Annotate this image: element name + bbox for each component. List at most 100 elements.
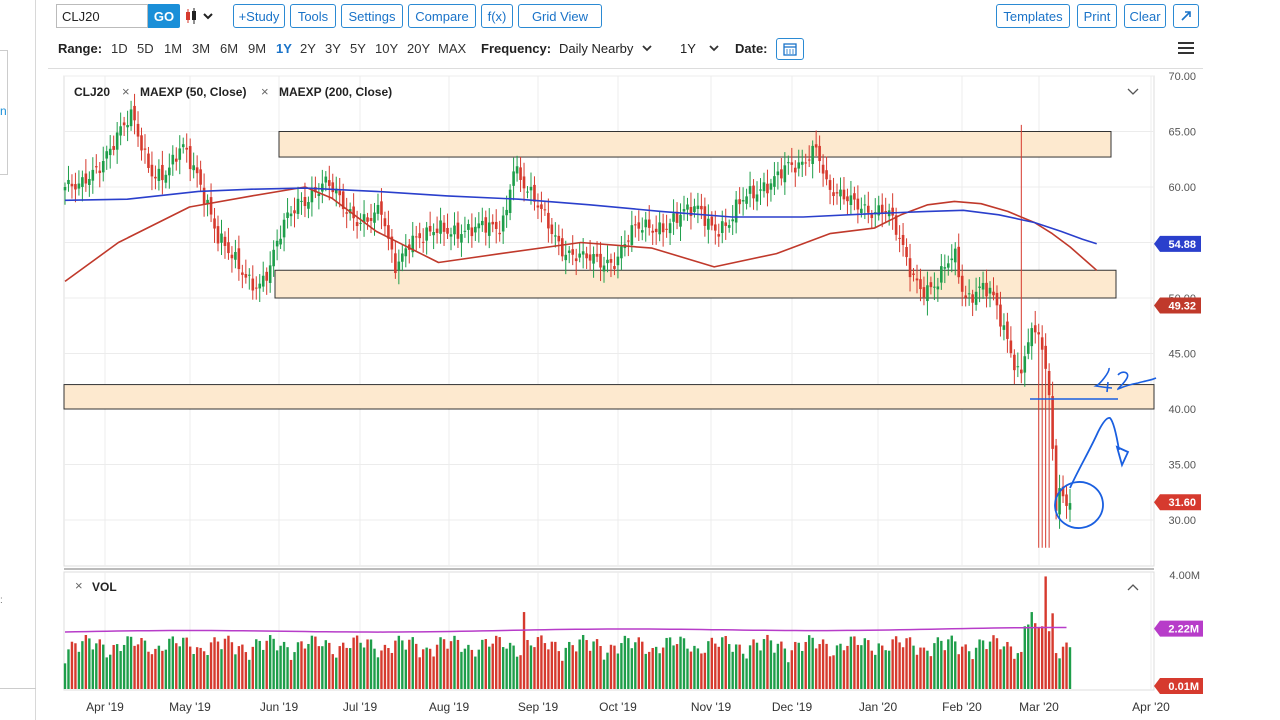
candle-body [738,199,741,205]
candle-body [800,161,804,165]
candle-body [536,205,540,208]
candlestick-icon [186,8,213,24]
expand-chevron-icon[interactable] [1127,584,1139,591]
candle-body [682,209,686,212]
volume-bar [279,645,282,689]
tools-button[interactable]: Tools [290,4,336,28]
function-button[interactable]: f(x) [481,4,513,28]
volume-bar [738,644,741,689]
range-6m[interactable]: 6M [220,41,239,56]
go-button[interactable]: GO [148,4,180,28]
annotation-digit-four [1093,367,1113,393]
candle-body [554,235,557,237]
range-9m[interactable]: 9M [248,41,267,56]
fullscreen-button[interactable] [1173,4,1199,28]
range-5d[interactable]: 5D [137,41,154,56]
volume-bar [995,638,999,689]
range-max[interactable]: MAX [438,41,467,56]
symbol-input[interactable] [56,4,148,28]
candle-body [1030,328,1034,347]
volume-bar [265,640,268,689]
range-1m[interactable]: 1M [164,41,183,56]
candle-body [981,282,985,290]
volume-bar [248,659,251,689]
range-1y[interactable]: 1Y [276,41,292,56]
volume-bar [856,644,860,689]
volume-bar [870,650,873,689]
volume-bar [119,651,122,689]
y-tick-label: 70.00 [1168,71,1196,83]
volume-bar [623,635,627,689]
frequency-select[interactable]: Daily Nearby [559,41,653,56]
candle-body [460,234,463,243]
volume-bar [974,647,978,689]
legend-study-ma200[interactable]: MAEXP (200, Close) [279,85,392,99]
legend-study-ma50[interactable]: MAEXP (50, Close) [140,85,246,99]
range-5y[interactable]: 5Y [350,41,366,56]
volume-bar [672,645,675,689]
candle-body [88,178,91,186]
volume-bar [787,662,790,689]
price-badge-label: 31.60 [1168,497,1196,509]
range-2y[interactable]: 2Y [300,41,316,56]
remove-study-ma50-icon[interactable]: × [122,84,130,99]
templates-button[interactable]: Templates [996,4,1070,28]
volume-bar [905,638,908,689]
volume-bar [894,636,898,689]
candle-body [630,225,634,246]
candle-body [1033,325,1037,333]
candle-body [477,223,481,229]
candle-body [547,212,550,229]
compare-button[interactable]: Compare [408,4,476,28]
volume-bar [460,651,463,689]
volume-bar [74,643,77,689]
candle-body [867,205,870,213]
range-20y[interactable]: 20Y [407,41,431,56]
candle-body [494,221,498,229]
date-picker-button[interactable] [776,38,804,60]
candle-body [404,248,408,257]
volume-bar [188,646,192,689]
hamburger-menu-icon[interactable] [1178,42,1194,56]
candle-body [164,174,168,183]
volume-bar [651,647,654,689]
candle-body [321,183,324,192]
volume-bar [331,654,334,689]
remove-volume-icon[interactable]: × [75,578,83,593]
volume-bar [957,654,960,689]
period-select[interactable]: 1Y [680,41,720,56]
candle-body [195,167,199,174]
volume-bar [143,640,147,689]
range-3m[interactable]: 3M [192,41,211,56]
legend-volume[interactable]: VOL [92,580,117,594]
candle-body [481,220,484,226]
volume-bar [814,648,818,689]
volume-bar [1044,576,1047,689]
range-10y[interactable]: 10Y [375,41,399,56]
remove-study-ma200-icon[interactable]: × [261,84,269,99]
volume-bar [178,646,181,689]
candle-body [1061,486,1065,497]
x-tick-label: May '19 [169,700,211,714]
range-3y[interactable]: 3Y [325,41,341,56]
candle-body [870,214,874,219]
settings-button[interactable]: Settings [341,4,403,28]
collapse-chevron-icon[interactable] [1127,88,1139,95]
candle-body [147,153,150,168]
volume-bar [307,643,310,689]
candle-body [634,224,637,226]
candle-body [1044,345,1047,369]
candle-body [314,187,317,193]
add-study-button[interactable]: +Study [233,4,285,28]
volume-bar [105,657,108,689]
candle-body [901,234,905,246]
clear-button[interactable]: Clear [1124,4,1166,28]
grid-view-button[interactable]: Grid View [518,4,602,28]
chart-type-dropdown[interactable] [184,6,218,26]
print-button[interactable]: Print [1077,4,1117,28]
volume-bar [648,651,651,689]
volume-bar [790,650,793,689]
frequency-label: Frequency: [481,41,552,56]
range-1d[interactable]: 1D [111,41,128,56]
candle-body [574,258,578,262]
